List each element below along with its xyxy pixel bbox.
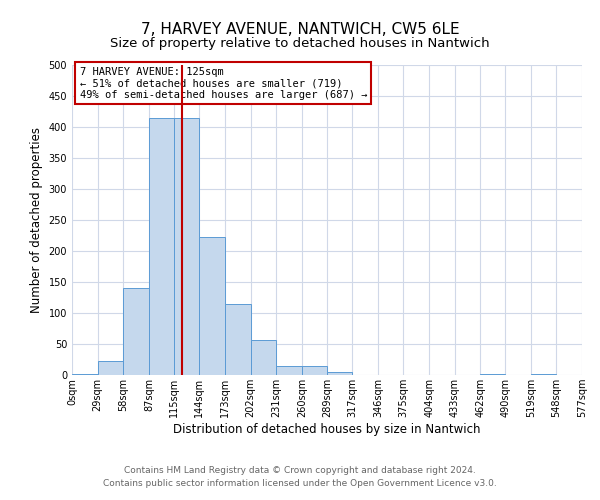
Text: 7, HARVEY AVENUE, NANTWICH, CW5 6LE: 7, HARVEY AVENUE, NANTWICH, CW5 6LE bbox=[140, 22, 460, 38]
Bar bbox=[302, 366, 328, 375]
Bar bbox=[328, 372, 352, 375]
Text: Size of property relative to detached houses in Nantwich: Size of property relative to detached ho… bbox=[110, 38, 490, 51]
Bar bbox=[531, 374, 556, 375]
X-axis label: Distribution of detached houses by size in Nantwich: Distribution of detached houses by size … bbox=[173, 423, 481, 436]
Bar bbox=[123, 288, 149, 375]
Bar bbox=[199, 238, 225, 375]
Bar bbox=[72, 374, 98, 375]
Bar bbox=[225, 304, 251, 375]
Bar bbox=[276, 366, 302, 375]
Bar bbox=[98, 362, 123, 375]
Text: Contains HM Land Registry data © Crown copyright and database right 2024.
Contai: Contains HM Land Registry data © Crown c… bbox=[103, 466, 497, 487]
Bar bbox=[481, 374, 505, 375]
Text: 7 HARVEY AVENUE: 125sqm
← 51% of detached houses are smaller (719)
49% of semi-d: 7 HARVEY AVENUE: 125sqm ← 51% of detache… bbox=[80, 66, 367, 100]
Bar bbox=[251, 340, 276, 375]
Y-axis label: Number of detached properties: Number of detached properties bbox=[30, 127, 43, 313]
Bar bbox=[173, 118, 199, 375]
Bar bbox=[149, 118, 173, 375]
